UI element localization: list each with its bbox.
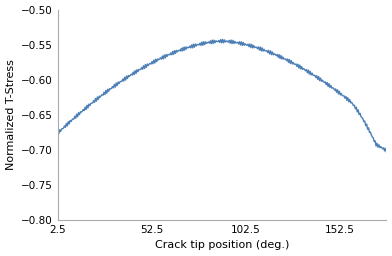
Y-axis label: Normalized T-Stress: Normalized T-Stress [5, 59, 16, 170]
X-axis label: Crack tip position (deg.): Crack tip position (deg.) [155, 240, 289, 250]
